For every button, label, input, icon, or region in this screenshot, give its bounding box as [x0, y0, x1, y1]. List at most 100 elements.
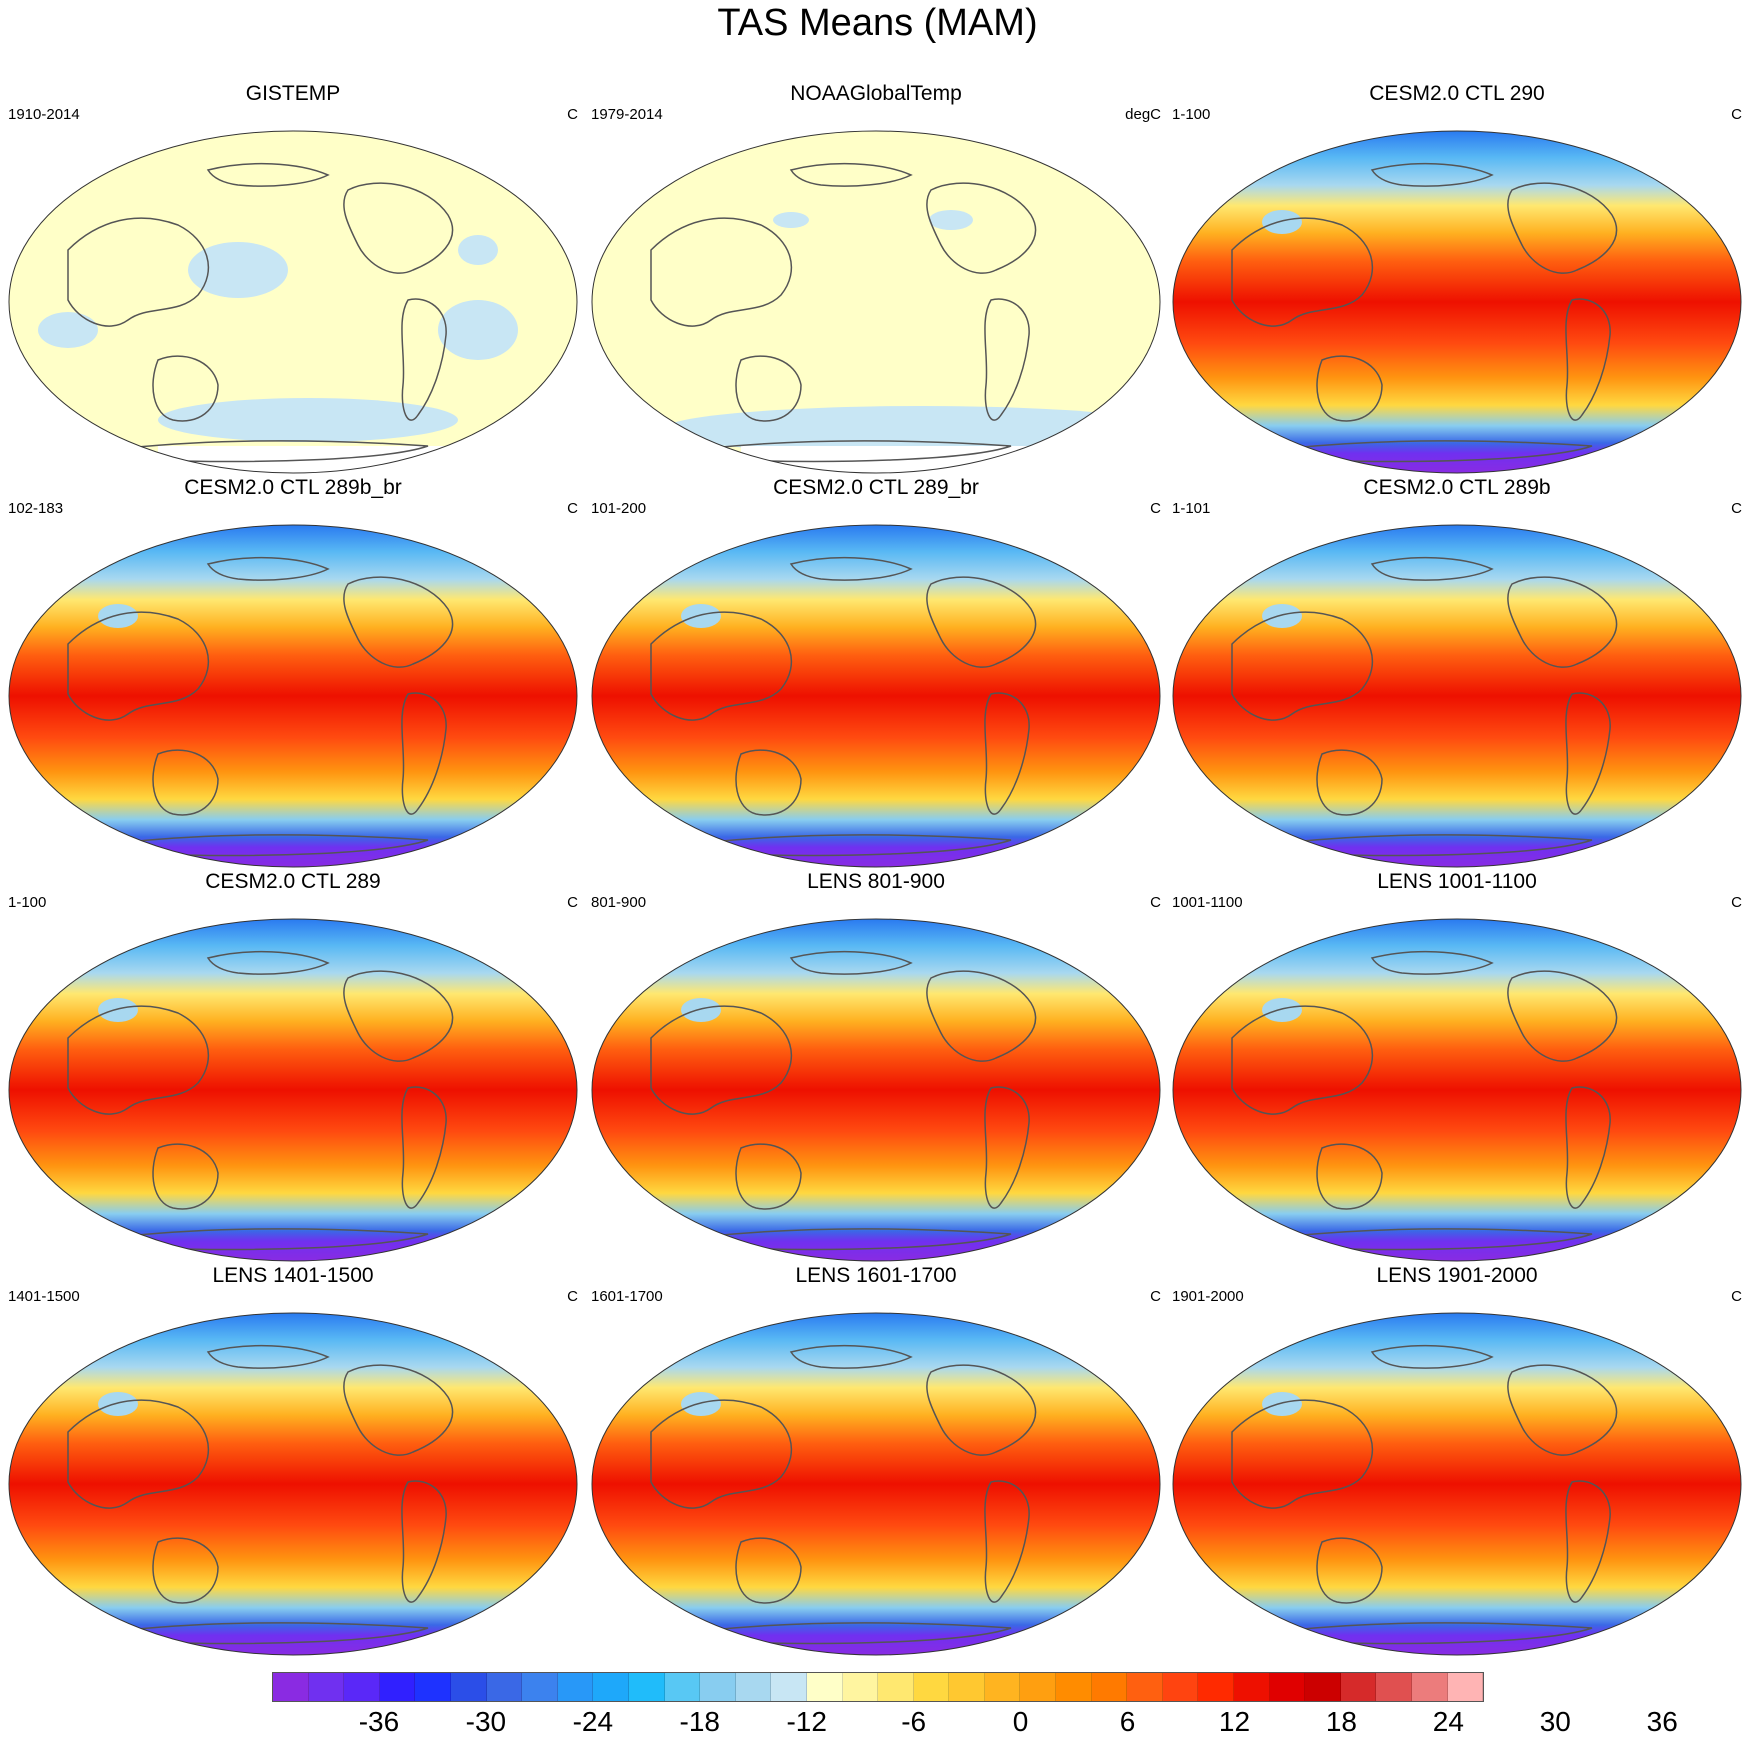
panel-units-label: C	[567, 1288, 578, 1305]
coastline	[152, 749, 219, 816]
coastline	[67, 611, 209, 721]
panel-title: CESM2.0 CTL 289b	[1363, 476, 1551, 499]
panel-period-label: 1901-2000	[1172, 1288, 1244, 1305]
coastline	[650, 1399, 792, 1509]
colorbar-cell	[949, 1673, 985, 1701]
cool-region	[38, 312, 98, 348]
plateau-cold-spot	[1262, 1392, 1302, 1416]
colorbar-tick-label: -36	[358, 1706, 400, 1737]
panel-period-label: 1910-2014	[8, 106, 80, 123]
colorbar-cell	[1020, 1673, 1057, 1701]
coastline	[343, 1364, 454, 1456]
map-border	[1172, 1312, 1742, 1656]
map-projection	[591, 1312, 1161, 1656]
plateau-cold-spot	[98, 604, 138, 628]
coastline	[1370, 556, 1494, 581]
coastline	[735, 1537, 802, 1604]
map-panel: CESM2.0 CTL 289_br 101-200 C	[591, 476, 1161, 868]
plateau-cold-spot	[681, 998, 721, 1022]
coastline	[1289, 440, 1593, 463]
coastline	[708, 1622, 1012, 1645]
colorbar-tick-label: -30	[465, 1706, 507, 1737]
coastline	[650, 1005, 792, 1115]
coastline	[708, 1228, 1012, 1251]
panel-units-label: C	[1150, 1288, 1161, 1305]
temperature-field	[9, 919, 577, 1261]
coastline	[125, 1622, 429, 1645]
coastline	[206, 162, 330, 187]
panel-units-label: C	[1731, 1288, 1742, 1305]
coastline	[152, 1537, 219, 1604]
coastline	[1370, 162, 1494, 187]
colorbar-cell	[522, 1673, 558, 1701]
panel-period-label: 1601-1700	[591, 1288, 663, 1305]
map-projection	[1172, 524, 1742, 868]
plateau-cold-spot	[1262, 998, 1302, 1022]
coastline	[708, 440, 1012, 463]
coastline	[926, 576, 1037, 668]
map-panel: LENS 801-900 801-900 C	[591, 870, 1161, 1262]
coastline	[152, 1143, 219, 1210]
map-projection	[8, 918, 578, 1262]
colorbar-tick-label: 18	[1325, 1706, 1357, 1737]
colorbar-cell	[593, 1673, 629, 1701]
panel-period-label: 101-200	[591, 500, 647, 517]
plateau-cold-spot	[98, 1392, 138, 1416]
coastline	[1565, 1480, 1611, 1603]
colorbar-cell	[735, 1673, 772, 1701]
coastline	[125, 834, 429, 857]
coastline	[1231, 1399, 1373, 1509]
coastline	[1565, 692, 1611, 815]
colorbar	[272, 1672, 1484, 1702]
coastline	[1507, 970, 1618, 1062]
coastline	[984, 1480, 1030, 1603]
cool-region	[929, 210, 973, 230]
cool-region	[158, 398, 458, 442]
coastline	[984, 1086, 1030, 1209]
map-projection	[591, 918, 1161, 1262]
cool-region	[458, 235, 498, 265]
map-panel: LENS 1901-2000 1901-2000 C	[1172, 1264, 1742, 1656]
map-border	[1172, 524, 1742, 868]
coastline	[1370, 1344, 1494, 1369]
panel-title: LENS 1601-1700	[795, 1264, 957, 1287]
coastline	[401, 1086, 447, 1209]
panel-title: CESM2.0 CTL 290	[1369, 82, 1545, 105]
temperature-field	[9, 1313, 577, 1655]
colorbar-cell	[842, 1673, 879, 1701]
coastline	[1316, 1143, 1383, 1210]
map-projection	[591, 524, 1161, 868]
panel-units-label: C	[1731, 500, 1742, 517]
coastline	[1565, 1086, 1611, 1209]
colorbar-tick-label: 24	[1432, 1706, 1464, 1737]
coastline	[1370, 950, 1494, 975]
map-border	[1172, 918, 1742, 1262]
map-panel: LENS 1001-1100 1001-1100 C	[1172, 870, 1742, 1262]
coastline	[708, 834, 1012, 857]
coastline	[1565, 298, 1611, 421]
coastline	[650, 217, 792, 327]
colorbar-cell	[1447, 1673, 1484, 1701]
colorbar-tick-label: 0	[1012, 1706, 1029, 1737]
plateau-cold-spot	[1262, 210, 1302, 234]
coastline	[789, 950, 913, 975]
coastline	[1507, 576, 1618, 668]
coastline	[926, 182, 1037, 274]
map-border	[1172, 130, 1742, 474]
coastline	[1289, 1622, 1593, 1645]
map-panel: CESM2.0 CTL 289 1-100 C	[8, 870, 578, 1262]
coastline	[401, 692, 447, 815]
coastline	[789, 1344, 913, 1369]
coastline	[152, 355, 219, 422]
panel-period-label: 1-100	[8, 894, 47, 911]
colorbar-tick-label: -6	[901, 1706, 927, 1737]
temperature-field	[9, 525, 577, 867]
coastline	[343, 970, 454, 1062]
coastline	[735, 1143, 802, 1210]
figure-title: TAS Means (MAM)	[717, 2, 1038, 44]
coastline	[984, 298, 1030, 421]
map-projection	[1172, 1312, 1742, 1656]
colorbar-cell	[308, 1673, 345, 1701]
panel-title: NOAAGlobalTemp	[790, 82, 962, 105]
panel-units-label: C	[1731, 106, 1742, 123]
